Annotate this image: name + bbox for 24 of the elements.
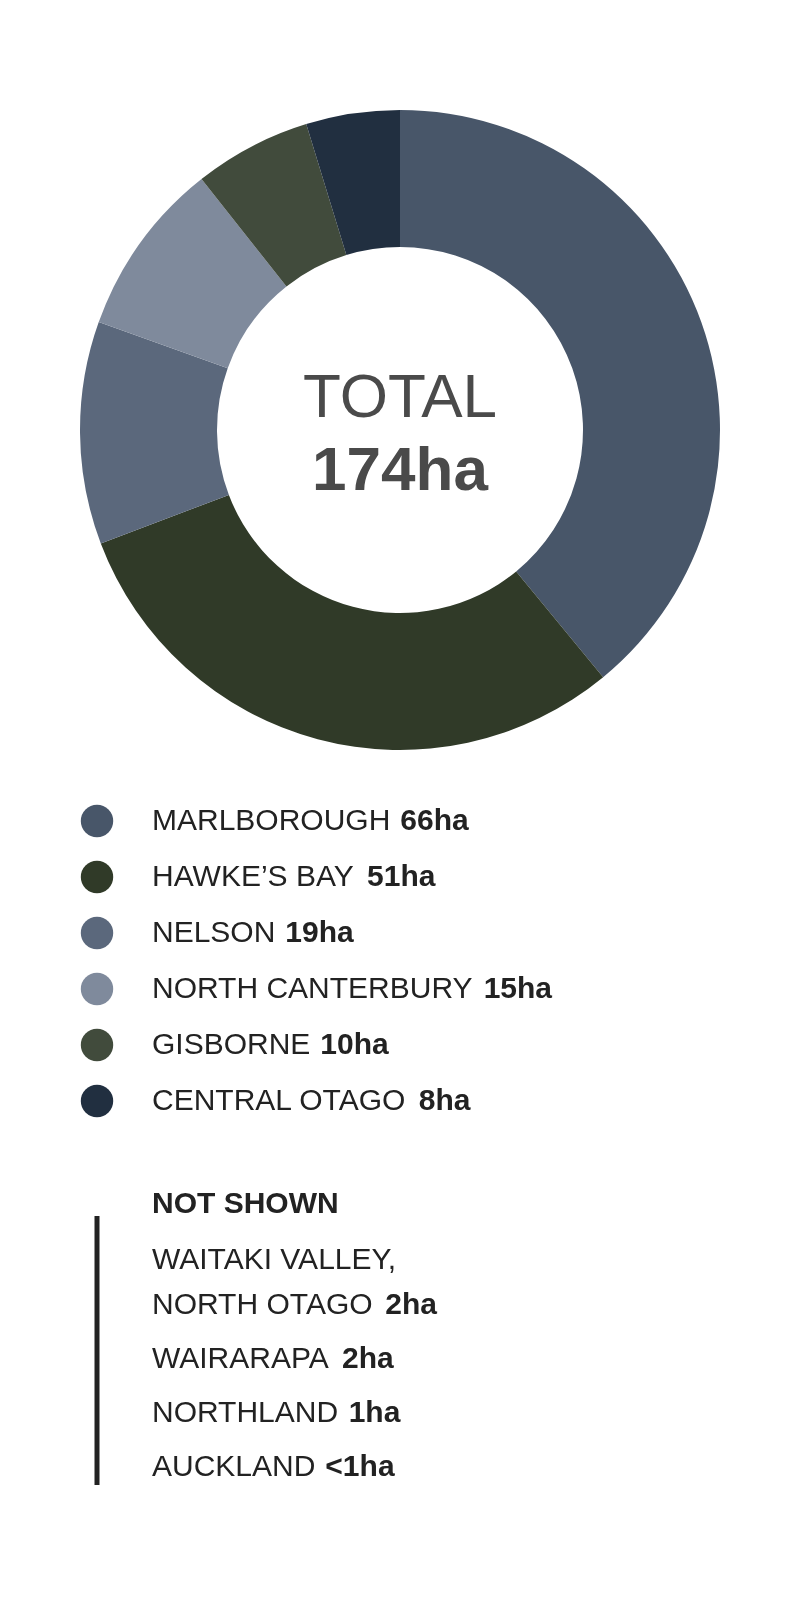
- legend-label: MARLBOROUGH: [152, 803, 391, 836]
- text: WAIRARAPA 2ha: [152, 1341, 395, 1374]
- text: AUCKLAND <1ha: [152, 1449, 395, 1482]
- donut-slice: [100, 494, 604, 750]
- data-label: 8ha: [418, 1083, 471, 1116]
- data-label: 51ha: [367, 859, 436, 892]
- text: NORTHLAND 1ha: [152, 1395, 401, 1428]
- legend-label: NELSON: [152, 915, 276, 948]
- data-label: 15ha: [483, 971, 553, 1004]
- legend-label: HAWKE’S BAY: [152, 859, 354, 892]
- donut-slice: [80, 322, 229, 544]
- text: TOTAL: [302, 361, 498, 430]
- donut-slice: [201, 124, 347, 287]
- text: NOT SHOWN: [152, 1186, 339, 1219]
- data-label: 10ha: [320, 1027, 390, 1060]
- donut-slice: [98, 179, 287, 369]
- donut-slice: [306, 110, 400, 256]
- legend-label: CENTRAL OTAGO: [152, 1083, 406, 1116]
- legend-label: NORTH CANTERBURY: [152, 971, 473, 1004]
- text: WAITAKI VALLEY, NORTH OTAGO 2ha: [152, 1242, 438, 1320]
- legend-label: GISBORNE: [152, 1027, 311, 1060]
- data-label: 66ha: [400, 803, 470, 836]
- text: 174ha: [312, 434, 489, 503]
- data-label: 19ha: [285, 915, 355, 948]
